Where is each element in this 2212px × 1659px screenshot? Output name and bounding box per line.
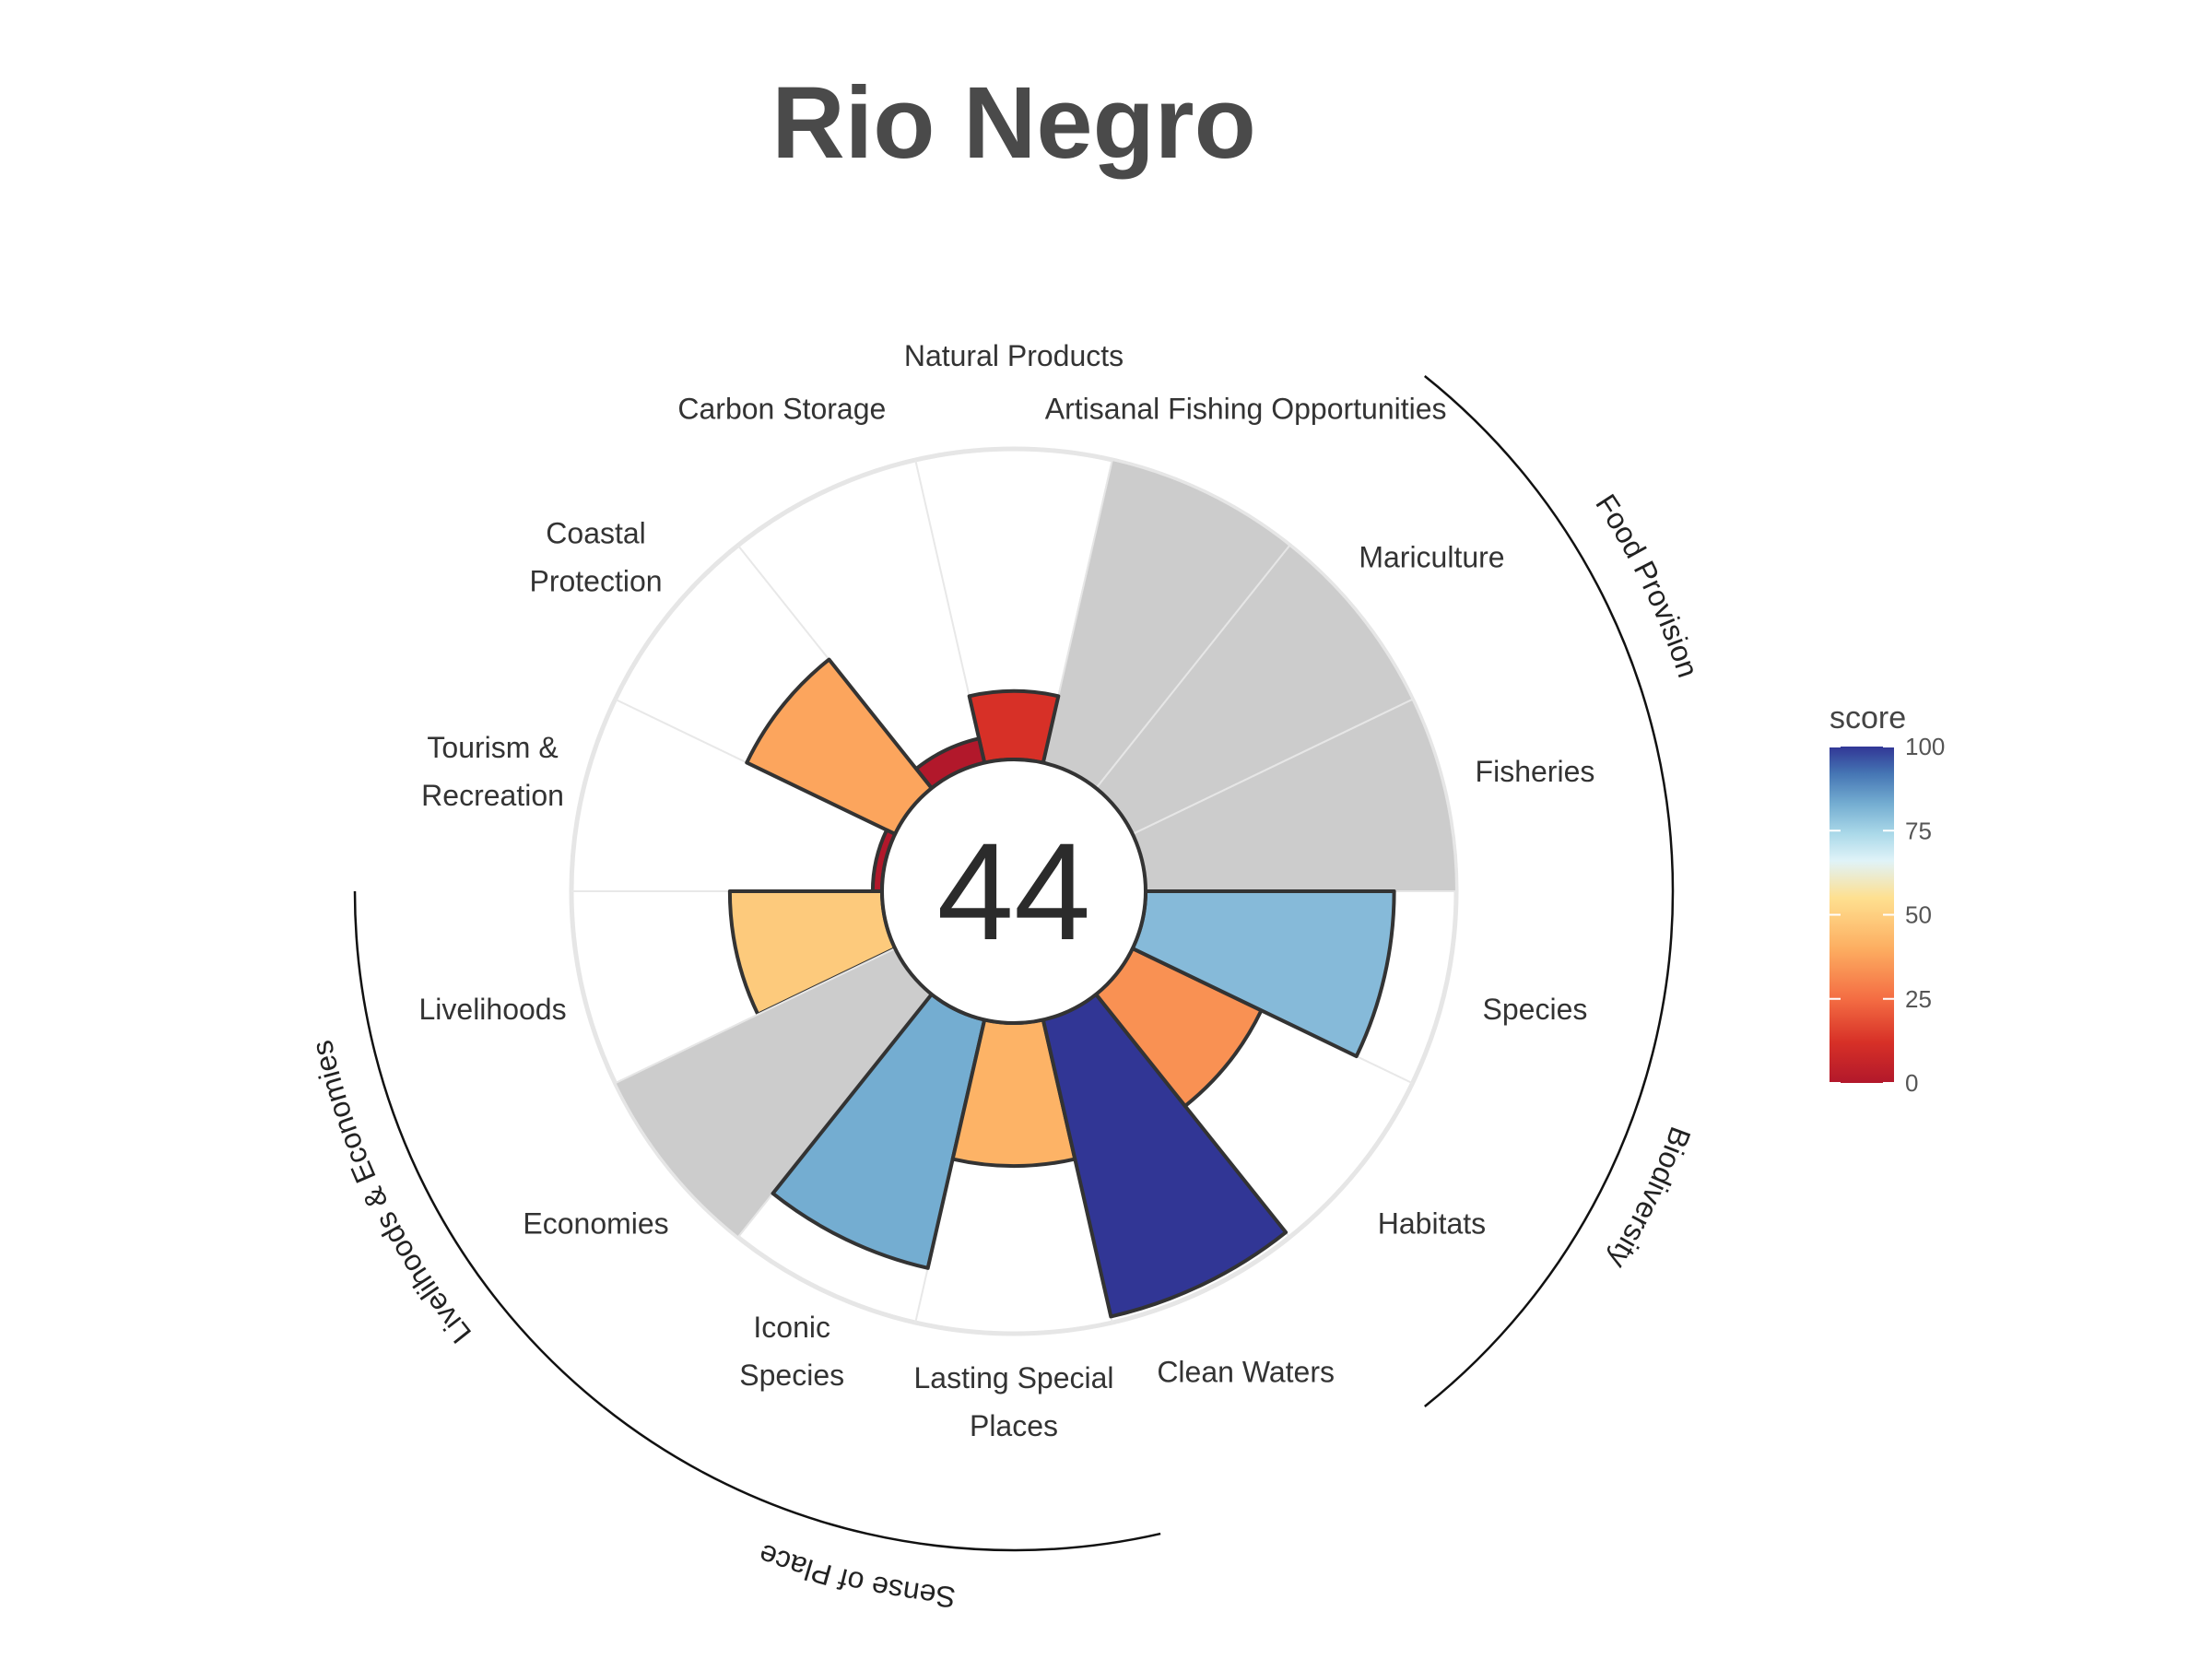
legend-tick-label: 100: [1905, 733, 1945, 760]
color-legend: score 0 25 50 75 100: [1830, 700, 1945, 1097]
label-artisanal-fishing-opportunities: Artisanal Fishing Opportunities: [1045, 392, 1447, 425]
legend-tick-label: 25: [1905, 985, 1932, 1013]
label-carbon-storage: Carbon Storage: [677, 392, 886, 425]
group-label-sense-of-place: Sense of Place: [754, 1537, 957, 1614]
legend-title: score: [1830, 700, 1906, 735]
group-label-food-provision: Food Provision: [1589, 488, 1705, 682]
score-bars: [614, 458, 1458, 1319]
center-disc: 44: [880, 758, 1147, 1025]
legend-tick-label: 75: [1905, 817, 1932, 844]
bar-coastal-protection: [745, 657, 934, 836]
label-livelihoods: Livelihoods: [418, 993, 566, 1026]
legend-tick-label: 50: [1905, 901, 1932, 929]
label-species: Species: [1483, 993, 1588, 1026]
label-tourism-and-recreation: Tourism & Recreation: [421, 731, 564, 812]
group-arc-livelihoods-and-economies: [353, 890, 604, 1407]
label-coastal-protection: Coastal Protection: [529, 516, 662, 597]
label-fisheries: Fisheries: [1476, 755, 1595, 788]
group-label-livelihoods-and-economies: Livelihoods & Economies: [305, 1038, 477, 1350]
label-habitats: Habitats: [1378, 1207, 1486, 1241]
label-clean-waters: Clean Waters: [1157, 1356, 1335, 1389]
center-circle: [880, 758, 1147, 1025]
group-arc-sense-of-place: [602, 1406, 1161, 1552]
group-arc-biodiversity: [1424, 890, 1675, 1407]
label-iconic-species: Iconic Species: [739, 1311, 844, 1392]
label-lasting-special-places: Lasting Special Places: [913, 1361, 1113, 1442]
label-mariculture: Mariculture: [1359, 540, 1504, 573]
legend-tick-label: 0: [1905, 1069, 1918, 1097]
group-label-biodiversity: Biodiversity: [1602, 1123, 1698, 1275]
center-score: 44: [937, 814, 1091, 969]
label-economies: Economies: [523, 1207, 668, 1241]
goal-labels: Fisheries Mariculture Artisanal Fishing Op…: [418, 339, 1594, 1442]
group-arc-food-provision: [1424, 375, 1675, 892]
label-natural-products: Natural Products: [904, 339, 1124, 372]
chart-title: Rio Negro: [771, 66, 1256, 180]
